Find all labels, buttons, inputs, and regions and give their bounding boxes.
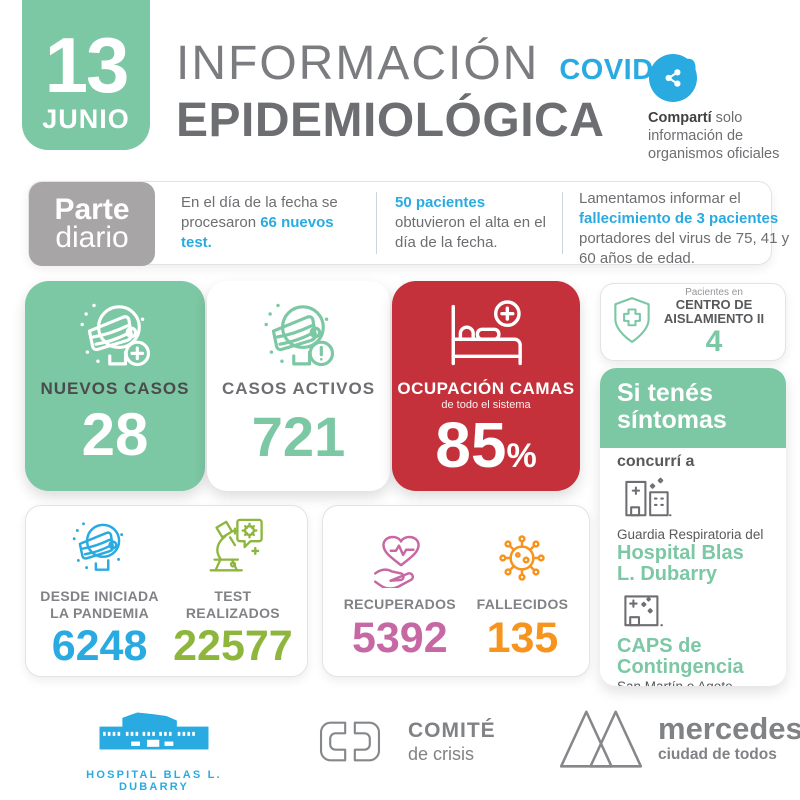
- symptoms-body: concurrí a Guardia Respiratoria del Hosp…: [600, 448, 786, 686]
- title-epidemiologica: EPIDEMIOLÓGICA: [176, 94, 605, 147]
- stat-fallecidos: FALLECIDOS 135: [477, 522, 569, 660]
- symptoms-header: Si tenés síntomas: [600, 368, 786, 448]
- mercedes-m-icon: [559, 710, 643, 768]
- new-cases-label: NUEVOS CASOS: [40, 379, 190, 398]
- masked-face-alert-icon: [257, 291, 341, 379]
- discharged-text: 50 pacientes obtuvieron el alta en el dí…: [395, 194, 546, 252]
- bed-occupancy-label: OCUPACIÓN CAMAS: [397, 379, 575, 398]
- stat-recuperados-value: 5392: [351, 613, 448, 662]
- microscope-icon: [201, 514, 265, 580]
- deaths-highlight: fallecimiento de 3 pacientes: [579, 210, 779, 228]
- share-note-bold: Compartí: [648, 110, 712, 126]
- hospital-logo: HOSPITAL BLAS L. DUBARRY: [52, 702, 256, 793]
- title-informacion: INFORMACIÓN: [176, 37, 540, 90]
- new-cases-card: NUEVOS CASOS 28: [25, 281, 205, 491]
- virus-icon: [492, 522, 552, 588]
- isolation-center-card: Pacientes en CENTRO DE AISLAMIENTO II 4: [600, 283, 786, 361]
- comite-line2: de crisis: [408, 744, 475, 764]
- active-cases-label: CASOS ACTIVOS: [221, 379, 376, 398]
- share-icon: [649, 54, 697, 102]
- discharged-highlight: 50 pacientes: [395, 194, 486, 211]
- masked-face-plus-icon: [73, 291, 157, 379]
- share-note: Compartí solo información de organismos …: [648, 110, 790, 164]
- comite-brackets-icon: [319, 721, 381, 762]
- mercedes-logo: mercedes ciudad de todos: [558, 706, 800, 770]
- tests-highlight: 66 nuevos test.: [181, 214, 334, 252]
- divider: [376, 192, 377, 254]
- caps-name: CAPS de Contingencia: [617, 635, 744, 678]
- mercedes-tagline: ciudad de todos: [658, 745, 777, 763]
- parte-diario-card: Parte diario En el día de la fecha se pr…: [28, 181, 789, 267]
- hospital-building-silhouette: [99, 712, 209, 750]
- shield-cross-icon: [611, 295, 653, 350]
- stat-recuperados: RECUPERADOS 5392: [344, 522, 456, 660]
- bed-occupancy-card: OCUPACIÓN CAMAS de todo el sistema 85%: [392, 281, 580, 491]
- isolation-center-text: Pacientes en CENTRO DE AISLAMIENTO II 4: [653, 287, 775, 358]
- caps-note: San Martín o Agote: [617, 679, 733, 686]
- date-month: JUNIO: [42, 104, 130, 134]
- share-note-rest: solo información de organismos oficiales: [648, 110, 780, 162]
- stat-pandemia-value: 6248: [51, 622, 148, 671]
- symptoms-intro: concurrí a: [617, 453, 695, 470]
- mercedes-name: mercedes: [658, 710, 800, 746]
- heart-hand-icon: [367, 522, 433, 589]
- isolation-value: 4: [705, 325, 723, 359]
- symptoms-panel: Si tenés síntomas concurrí a Guardia Res…: [600, 368, 786, 686]
- parte-diario-badge: Parte diario: [29, 182, 155, 266]
- comite-crisis-logo: COMITÉ de crisis: [306, 714, 496, 770]
- hospital-name: Hospital Blas L. Dubarry: [617, 542, 744, 585]
- mercedes-text: mercedes ciudad de todos: [658, 713, 800, 764]
- daily-tests-text: En el día de la fecha se procesaron 66 n…: [181, 194, 338, 252]
- new-cases-value: 28: [81, 401, 149, 468]
- stat-fallecidos-value: 135: [486, 613, 559, 662]
- stat-recuperados-label: RECUPERADOS: [343, 596, 456, 613]
- share-glyph: [665, 69, 681, 87]
- stat-tests: TEST REALIZADOS 22577: [173, 514, 293, 669]
- bed-occupancy-value: 85%: [435, 409, 537, 481]
- stat-tests-value: 22577: [173, 622, 293, 671]
- isolation-pre-label: Pacientes en: [685, 286, 743, 298]
- page-title: INFORMACIÓN COVID-19 EPIDEMIOLÓGICA: [176, 36, 697, 148]
- parte-badge-line1: Parte: [54, 192, 130, 226]
- stats-card-left: DESDE INICIADA LA PANDEMIA 6248: [25, 505, 308, 677]
- isolation-title: CENTRO DE AISLAMIENTO II: [663, 296, 765, 326]
- percent-sign: %: [506, 437, 537, 475]
- stat-tests-label: TEST REALIZADOS: [185, 587, 280, 621]
- guardia-label: Guardia Respiratoria del: [617, 527, 764, 542]
- date-badge: 13 JUNIO: [22, 0, 150, 150]
- comite-line1: COMITÉ: [408, 719, 496, 742]
- hospital-logo-caption: HOSPITAL BLAS L. DUBARRY: [86, 769, 222, 793]
- stat-fallecidos-label: FALLECIDOS: [476, 596, 569, 613]
- parte-badge-line2: diario: [55, 221, 129, 254]
- stat-pandemia: DESDE INICIADA LA PANDEMIA 6248: [40, 514, 159, 669]
- stats-card-right: RECUPERADOS 5392 FALLECIDOS 135: [322, 505, 590, 677]
- caps-building-icon: [617, 590, 669, 635]
- bed-occupancy-sublabel: de todo el sistema: [441, 399, 531, 411]
- hospital-bed-icon: [440, 291, 532, 379]
- comite-text: COMITÉ de crisis: [408, 719, 496, 765]
- active-cases-card: CASOS ACTIVOS 721: [207, 281, 390, 491]
- active-cases-value: 721: [251, 405, 346, 468]
- deaths-text: Lamentamos informar el fallecimiento de …: [579, 190, 790, 268]
- divider: [562, 192, 563, 254]
- hospital-building-icon: [617, 474, 677, 525]
- date-day: 13: [44, 21, 130, 109]
- masked-face-icon: [67, 514, 133, 580]
- stat-pandemia-label: DESDE INICIADA LA PANDEMIA: [40, 587, 159, 621]
